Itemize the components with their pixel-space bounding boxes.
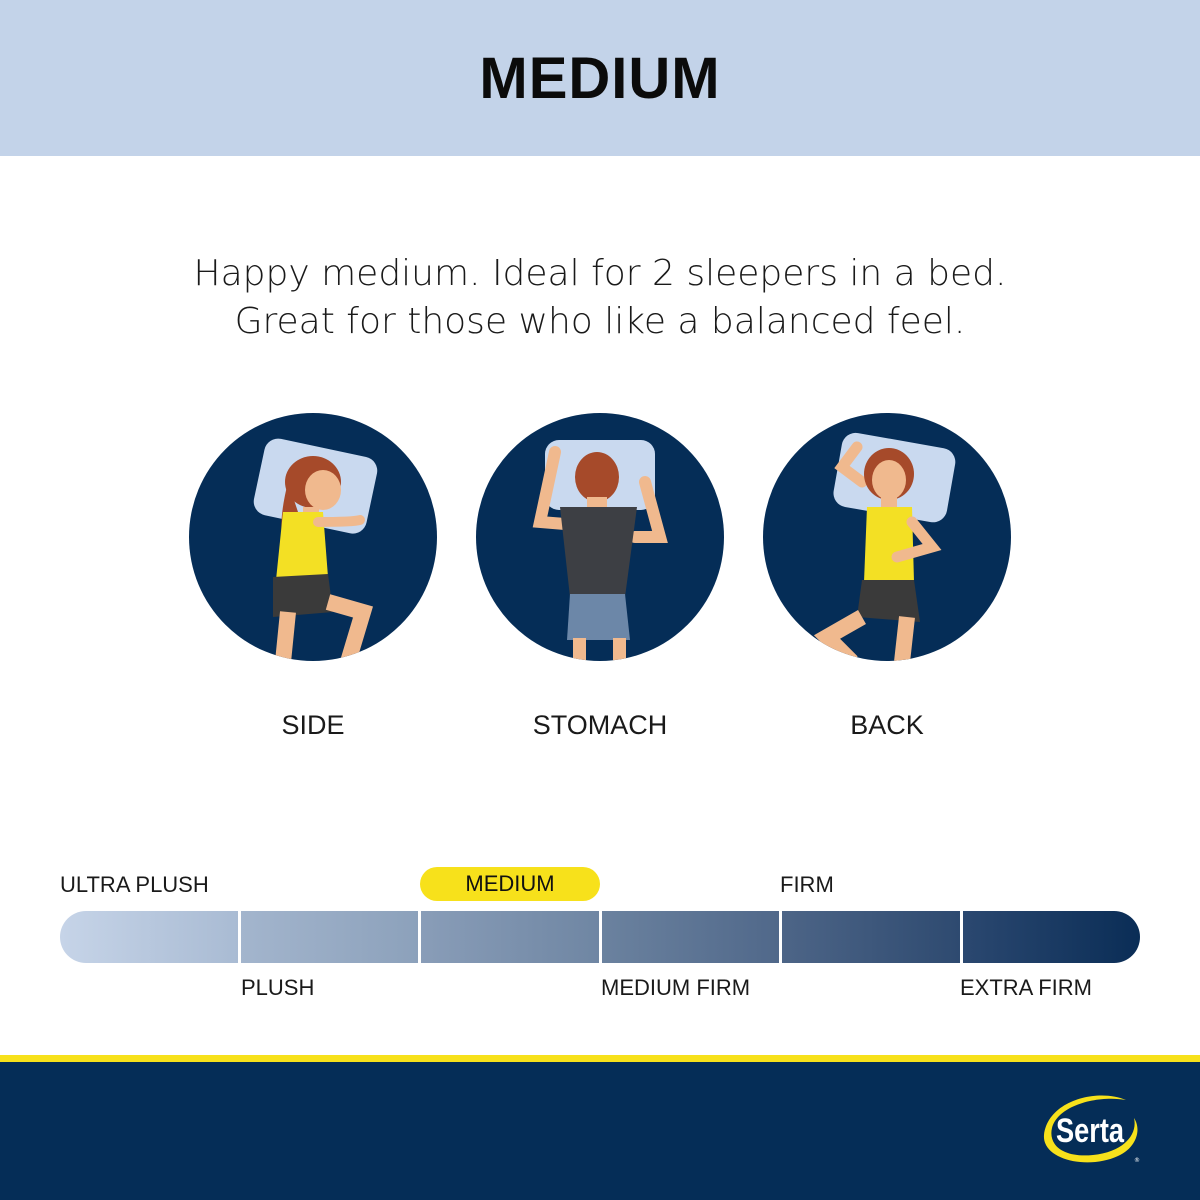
sleep-position-back: BACK xyxy=(762,412,1012,741)
scale-label-medium-firm: MEDIUM FIRM xyxy=(601,975,751,1000)
sleep-position-stomach: STOMACH xyxy=(475,412,725,741)
header-banner: MEDIUM xyxy=(0,0,1200,156)
scale-segment-extra-firm xyxy=(962,911,1140,963)
svg-text:®: ® xyxy=(1134,1157,1140,1164)
scale-segment-plush xyxy=(240,911,418,963)
scale-label-ultra-plush: ULTRA PLUSH xyxy=(60,872,209,897)
scale-label-plush: PLUSH xyxy=(241,975,315,1000)
scale-segment-ultra-plush xyxy=(60,911,238,963)
firmness-scale-bar xyxy=(60,911,1140,963)
tagline-line-2: Great for those who like a balanced feel… xyxy=(234,301,966,342)
scale-label-firm: FIRM xyxy=(780,872,834,897)
selected-firmness-badge: MEDIUM xyxy=(420,867,600,901)
back-sleeper-illustration xyxy=(763,413,1011,661)
scale-segment-medium-firm xyxy=(601,911,779,963)
serta-logo: Serta ® xyxy=(1043,1095,1140,1164)
sleep-position-side: SIDE xyxy=(188,412,438,741)
scale-label-extra-firm: EXTRA FIRM xyxy=(960,975,1093,1000)
side-sleeper-illustration xyxy=(189,413,437,661)
tagline: Happy medium. Ideal for 2 sleepers in a … xyxy=(0,250,1200,346)
position-label: STOMACH xyxy=(532,710,668,740)
scale-segment-firm xyxy=(782,911,960,963)
footer: Serta ® xyxy=(0,1062,1200,1200)
tagline-line-1: Happy medium. Ideal for 2 sleepers in a … xyxy=(193,253,1007,294)
scale-segment-medium xyxy=(421,911,599,963)
position-label: SIDE xyxy=(281,710,345,740)
position-label: BACK xyxy=(850,710,924,740)
svg-text:Serta: Serta xyxy=(1056,1111,1125,1150)
page-title: MEDIUM xyxy=(479,45,721,111)
footer-accent-line xyxy=(0,1055,1200,1062)
scale-label-medium: MEDIUM xyxy=(465,871,555,896)
stomach-sleeper-illustration xyxy=(476,413,724,661)
